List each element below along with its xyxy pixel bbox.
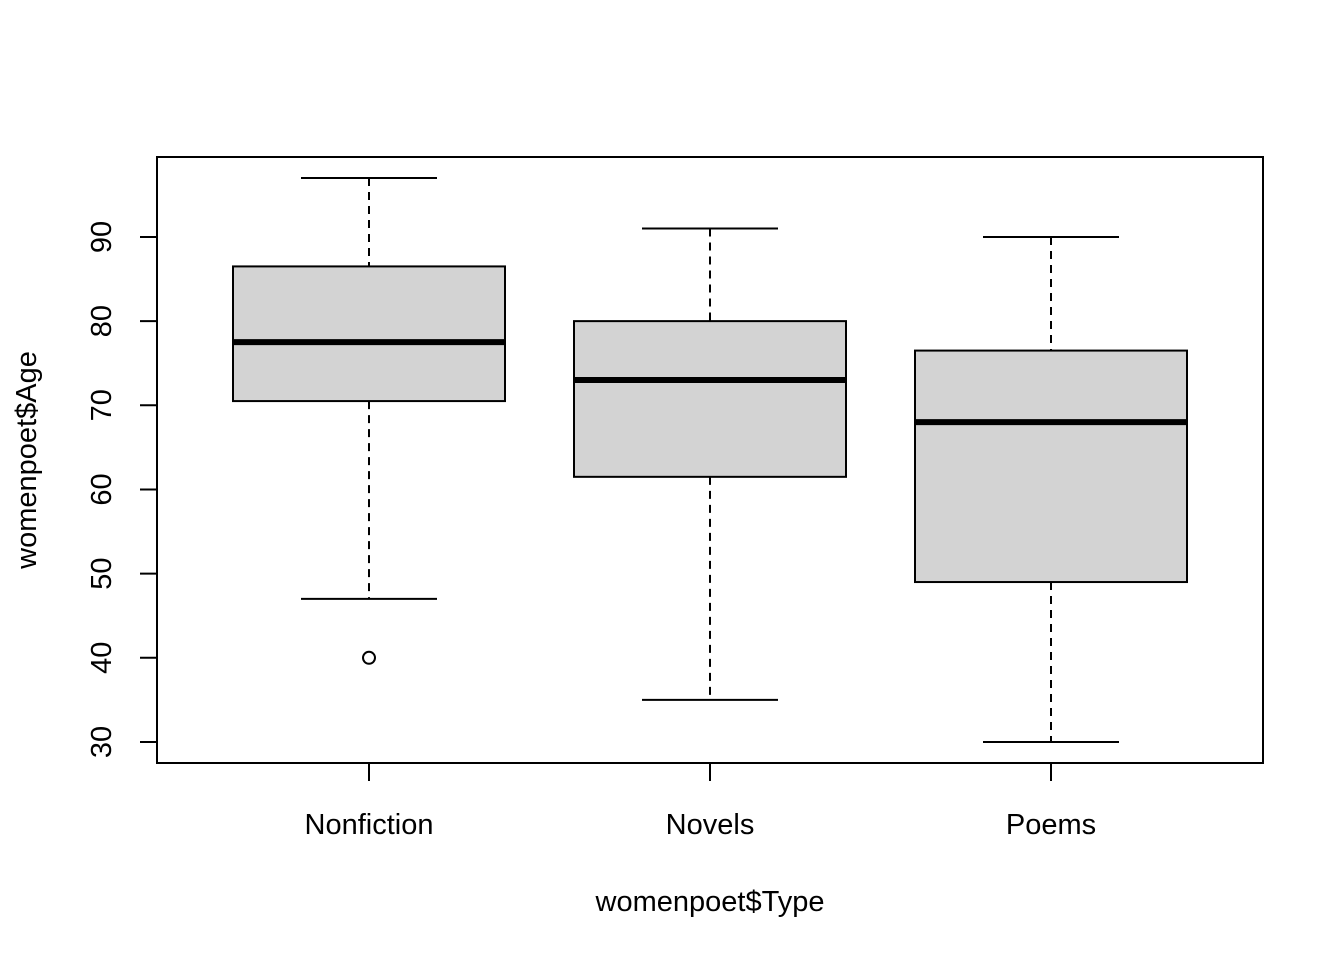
y-tick-label-5: 80 — [86, 305, 118, 337]
y-tick-label-3: 60 — [86, 473, 118, 505]
y-tick-label-2: 50 — [86, 557, 118, 589]
boxes — [232, 177, 1188, 743]
y-axis: 30 40 50 60 70 80 90 — [86, 221, 158, 758]
box-novels — [573, 227, 847, 701]
iqr-box — [573, 320, 847, 478]
x-tick-label-0: Nonfiction — [305, 809, 434, 841]
x-axis: Nonfiction Novels Poems — [305, 763, 1096, 841]
x-tick-label-1: Novels — [666, 809, 755, 841]
iqr-box — [232, 265, 506, 403]
box-nonfiction — [232, 177, 506, 665]
y-tick-label-4: 70 — [86, 389, 118, 421]
outlier-point-0 — [362, 650, 376, 665]
x-axis-label: womenpoet$Type — [595, 886, 825, 918]
y-axis-label: womenpoet$Age — [11, 351, 43, 570]
box-poems — [914, 235, 1188, 743]
y-tick-label-6: 90 — [86, 221, 118, 253]
x-tick-label-2: Poems — [1006, 809, 1096, 841]
y-tick-label-1: 40 — [86, 642, 118, 674]
y-tick-label-0: 30 — [86, 726, 118, 758]
iqr-box — [914, 349, 1188, 584]
